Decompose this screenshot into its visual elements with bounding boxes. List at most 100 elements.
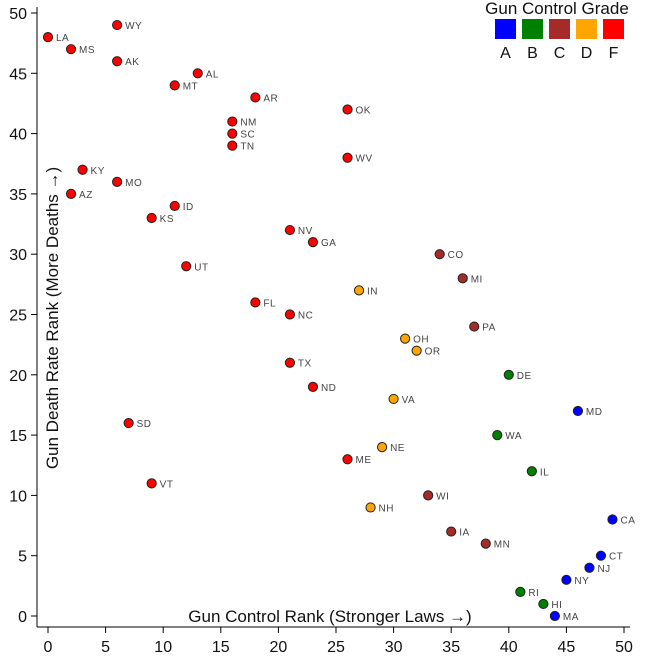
legend-swatch-d	[576, 19, 597, 39]
data-point-or	[411, 345, 422, 356]
point-label-ne: NE	[390, 443, 405, 454]
point-label-ia: IA	[459, 528, 469, 539]
legend-swatch-b	[522, 19, 543, 39]
point-label-nh: NH	[379, 503, 394, 514]
point-label-ks: KS	[160, 214, 174, 225]
point-label-wa: WA	[505, 431, 522, 442]
y-tick-label: 15	[9, 428, 27, 445]
point-label-wv: WV	[356, 154, 373, 165]
point-label-id: ID	[183, 202, 194, 213]
point-label-nv: NV	[298, 226, 313, 237]
data-point-az	[65, 188, 77, 199]
data-point-ca	[607, 514, 618, 525]
x-tick-label: 45	[558, 639, 576, 656]
y-tick-label: 30	[9, 247, 27, 264]
y-axis-label: Gun Death Rate Rank (More Deaths →)	[43, 167, 62, 469]
point-label-ms: MS	[79, 45, 95, 56]
data-point-wi	[423, 490, 434, 501]
data-point-nd	[307, 381, 319, 392]
data-point-pa	[469, 321, 480, 332]
data-point-in	[353, 285, 365, 296]
x-tick-label: 10	[154, 639, 172, 656]
point-label-fl: FL	[263, 298, 276, 309]
legend-swatch-a	[495, 19, 516, 39]
legend-label-f: F	[609, 45, 619, 62]
legend-label-a: A	[500, 45, 511, 62]
data-point-ky	[77, 164, 88, 175]
data-point-md	[572, 405, 584, 417]
x-tick-label: 30	[385, 639, 403, 656]
data-point-ia	[446, 526, 457, 537]
y-tick-label: 40	[9, 127, 27, 144]
data-point-wy	[112, 19, 123, 31]
point-label-wi: WI	[436, 491, 449, 502]
legend-swatch-c	[549, 19, 570, 39]
point-label-mo: MO	[125, 178, 142, 189]
point-label-wy: WY	[125, 21, 142, 32]
data-point-mo	[112, 176, 123, 187]
data-point-ma	[549, 610, 560, 622]
data-point-ms	[65, 44, 77, 55]
point-label-mt: MT	[183, 81, 198, 92]
data-point-va	[388, 393, 399, 405]
point-label-tx: TX	[298, 359, 312, 370]
data-point-wv	[342, 152, 353, 163]
data-point-mt	[169, 80, 180, 91]
legend-swatch-f	[603, 19, 624, 39]
point-label-md: MD	[586, 407, 603, 418]
data-point-nc	[284, 309, 296, 320]
data-point-al	[192, 68, 203, 79]
point-label-sc: SC	[240, 130, 255, 141]
point-label-nm: NM	[240, 118, 257, 129]
point-label-pa: PA	[482, 323, 496, 334]
data-point-mn	[480, 538, 491, 549]
point-label-mi: MI	[471, 274, 483, 285]
point-label-ga: GA	[321, 238, 336, 249]
y-ticks: 0 5 10 15 20 25 30 35 40 45 50	[9, 6, 37, 626]
point-label-nj: NJ	[597, 564, 610, 575]
point-label-nc: NC	[298, 311, 313, 322]
x-tick-label: 0	[44, 639, 53, 656]
data-point-fl	[250, 297, 261, 308]
data-point-wa	[492, 430, 503, 441]
axes: 0 5 10 15 20 25 30 35 40 45 50 0 5 10 15 20 25 30 35 40 45 5…	[9, 6, 633, 656]
point-label-or: OR	[425, 347, 441, 358]
point-label-la: LA	[56, 33, 69, 44]
x-tick-label: 15	[212, 639, 230, 656]
point-label-ak: AK	[125, 57, 139, 68]
legend-title: Gun Control Grade	[485, 0, 629, 18]
y-tick-label: 10	[9, 488, 27, 505]
y-tick-label: 25	[9, 308, 27, 325]
legend-label-b: B	[527, 45, 538, 62]
point-label-hi: HI	[551, 600, 562, 611]
y-tick-label: 45	[9, 66, 27, 83]
point-label-vt: VT	[160, 479, 174, 490]
point-label-ct: CT	[609, 552, 623, 563]
point-label-ky: KY	[91, 166, 105, 177]
data-point-hi	[538, 598, 549, 610]
data-point-ny	[561, 574, 572, 585]
data-point-sd	[123, 417, 134, 429]
point-label-va: VA	[402, 395, 416, 406]
data-point-mi	[457, 273, 468, 284]
y-tick-label: 0	[18, 609, 27, 626]
point-label-tn: TN	[240, 142, 254, 153]
point-label-ny: NY	[574, 576, 589, 587]
data-point-ut	[181, 261, 192, 272]
data-point-oh	[400, 333, 411, 344]
data-point-ct	[595, 550, 607, 561]
point-label-ok: OK	[356, 105, 371, 116]
point-label-sd: SD	[137, 419, 152, 430]
data-point-ak	[112, 56, 123, 67]
data-point-la	[42, 32, 54, 43]
x-tick-label: 5	[101, 639, 110, 656]
legend-label-c: C	[554, 45, 566, 62]
point-label-il: IL	[540, 467, 549, 478]
data-point-sc	[227, 128, 238, 139]
data-point-tx	[284, 357, 296, 368]
data-point-co	[434, 249, 445, 260]
data-point-ne	[376, 442, 388, 453]
